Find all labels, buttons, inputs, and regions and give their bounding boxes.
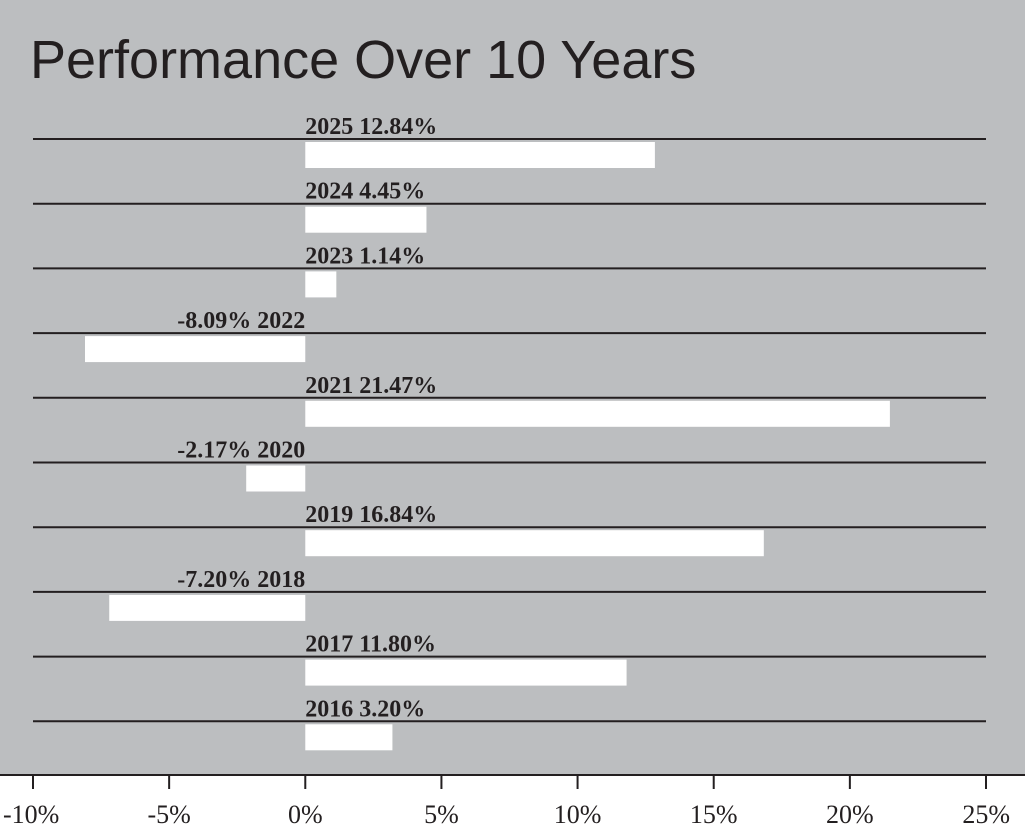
x-axis-strip [0,775,1025,831]
bar-label-2025: 2025 12.84% [305,114,437,140]
x-tick-label: 15% [690,800,738,829]
bar-2016 [305,724,393,751]
gridlines [33,138,986,723]
bar-label-2021: 2021 21.47% [305,373,437,399]
x-tick-label: 10% [554,800,602,829]
x-tick-label: 20% [826,800,874,829]
x-tick-label: 0% [288,800,323,829]
x-tick-label: -10% [3,800,59,829]
bar-label-2018: -7.20% 2018 [177,567,305,593]
bar-labels: 2025 12.84% 2024 4.45% 2023 1.14% -8.09% 20… [177,114,437,722]
bar-2020 [246,465,306,492]
x-tick-label: 5% [424,800,459,829]
bar-2019 [305,530,764,557]
bar-label-2020: -2.17% 2020 [177,438,305,464]
bar-label-2019: 2019 16.84% [305,502,437,528]
bar-label-2017: 2017 11.80% [305,632,436,658]
bar-2017 [305,659,627,686]
bars [85,142,890,751]
bar-label-2023: 2023 1.14% [305,243,425,269]
bar-label-2022: -8.09% 2022 [177,308,305,334]
bar-2018 [109,594,306,621]
plot-background [0,0,1025,775]
chart-title: Performance Over 10 Years [30,30,696,90]
x-axis: -10% -5% 0% 5% 10% 15% 20% 25% [0,774,1025,829]
x-tick-label: -5% [147,800,190,829]
bar-label-2024: 2024 4.45% [305,179,425,205]
bar-2025 [305,142,655,168]
bar-2021 [305,400,890,427]
bar-2022 [85,336,306,363]
bar-2024 [305,206,427,233]
x-tick-label: 25% [962,800,1010,829]
bar-2023 [305,271,337,298]
bar-label-2016: 2016 3.20% [305,696,425,722]
